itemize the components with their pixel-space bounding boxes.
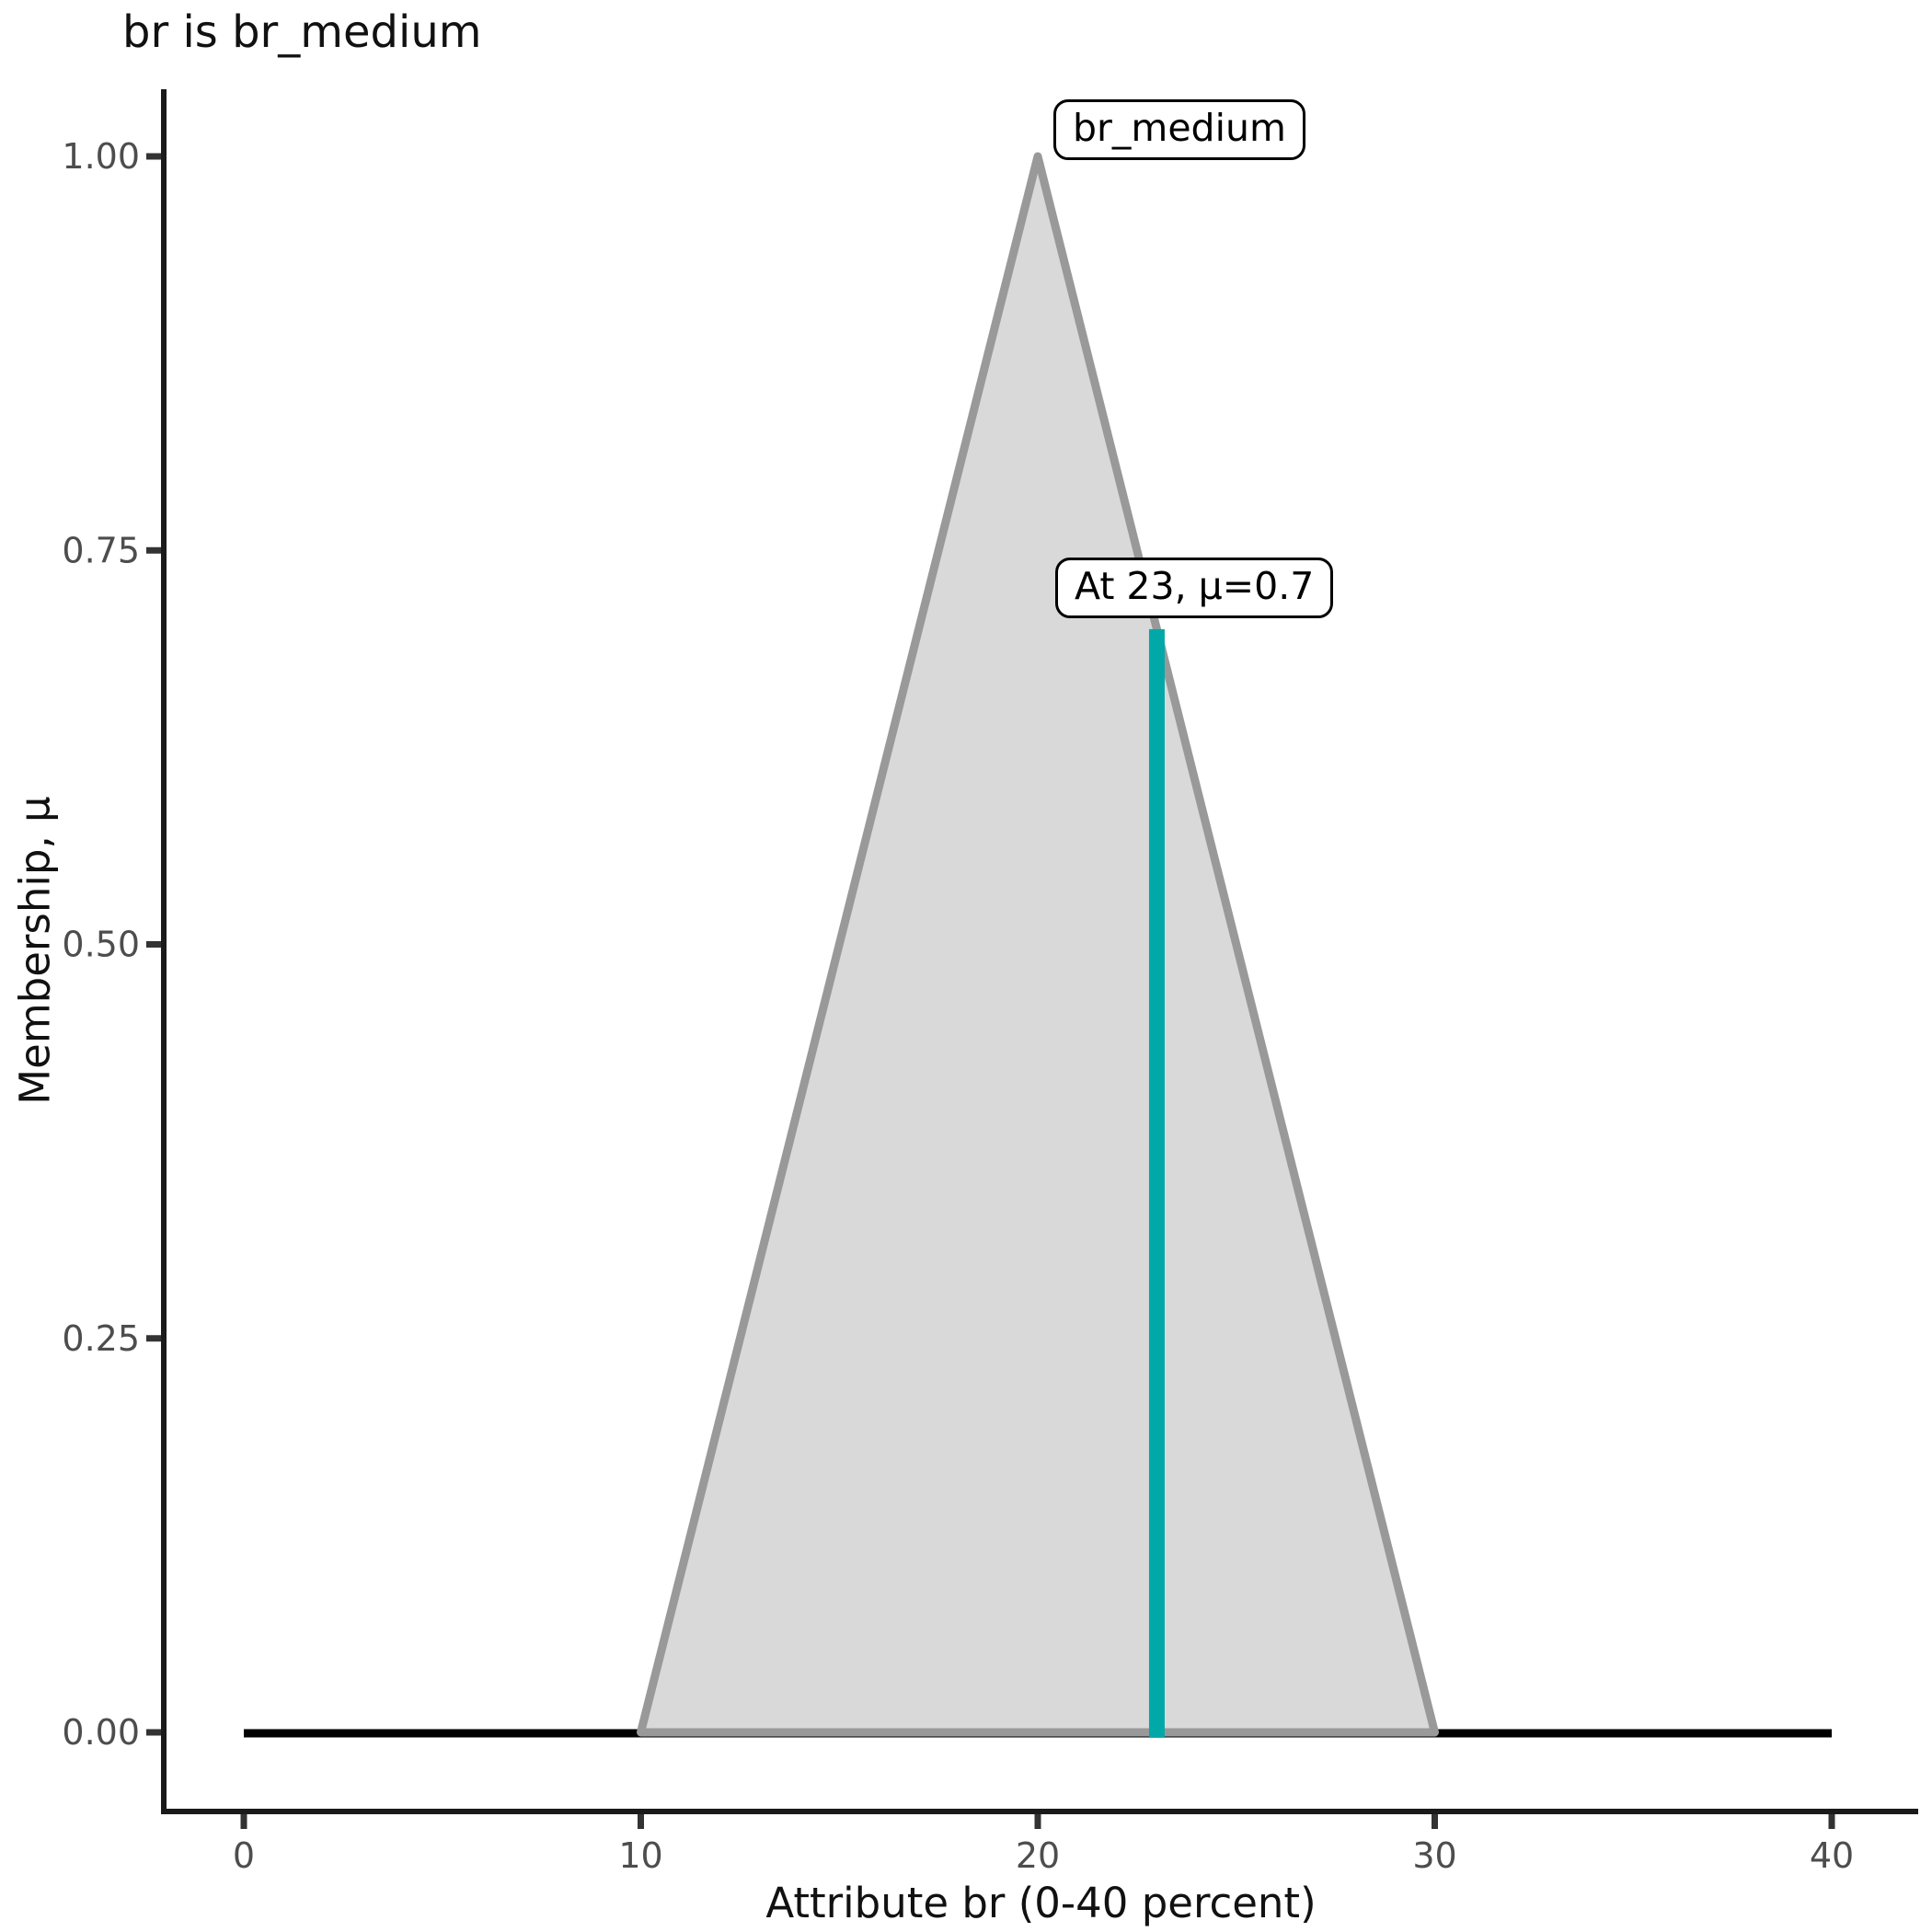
set-name-annotation: br_medium [1053, 99, 1305, 160]
y-axis-title: Membership, μ [10, 796, 60, 1105]
y-tick-label: 0.50 [62, 925, 140, 965]
x-tick-label: 30 [1412, 1835, 1456, 1876]
chart-title: br is br_medium [122, 6, 482, 58]
crisp-value-annotation: At 23, μ=0.7 [1055, 558, 1334, 618]
x-tick-label: 20 [1016, 1835, 1060, 1876]
x-axis-title: Attribute br (0-40 percent) [765, 1879, 1317, 1927]
y-tick-label: 0.25 [62, 1318, 140, 1359]
x-tick-label: 40 [1810, 1835, 1854, 1876]
x-tick-label: 0 [233, 1835, 255, 1876]
y-tick-label: 1.00 [62, 136, 140, 177]
membership-triangle [637, 152, 1439, 1737]
y-tick-label: 0.00 [62, 1712, 140, 1753]
y-tick-label: 0.75 [62, 530, 140, 570]
x-tick-label: 10 [618, 1835, 662, 1876]
